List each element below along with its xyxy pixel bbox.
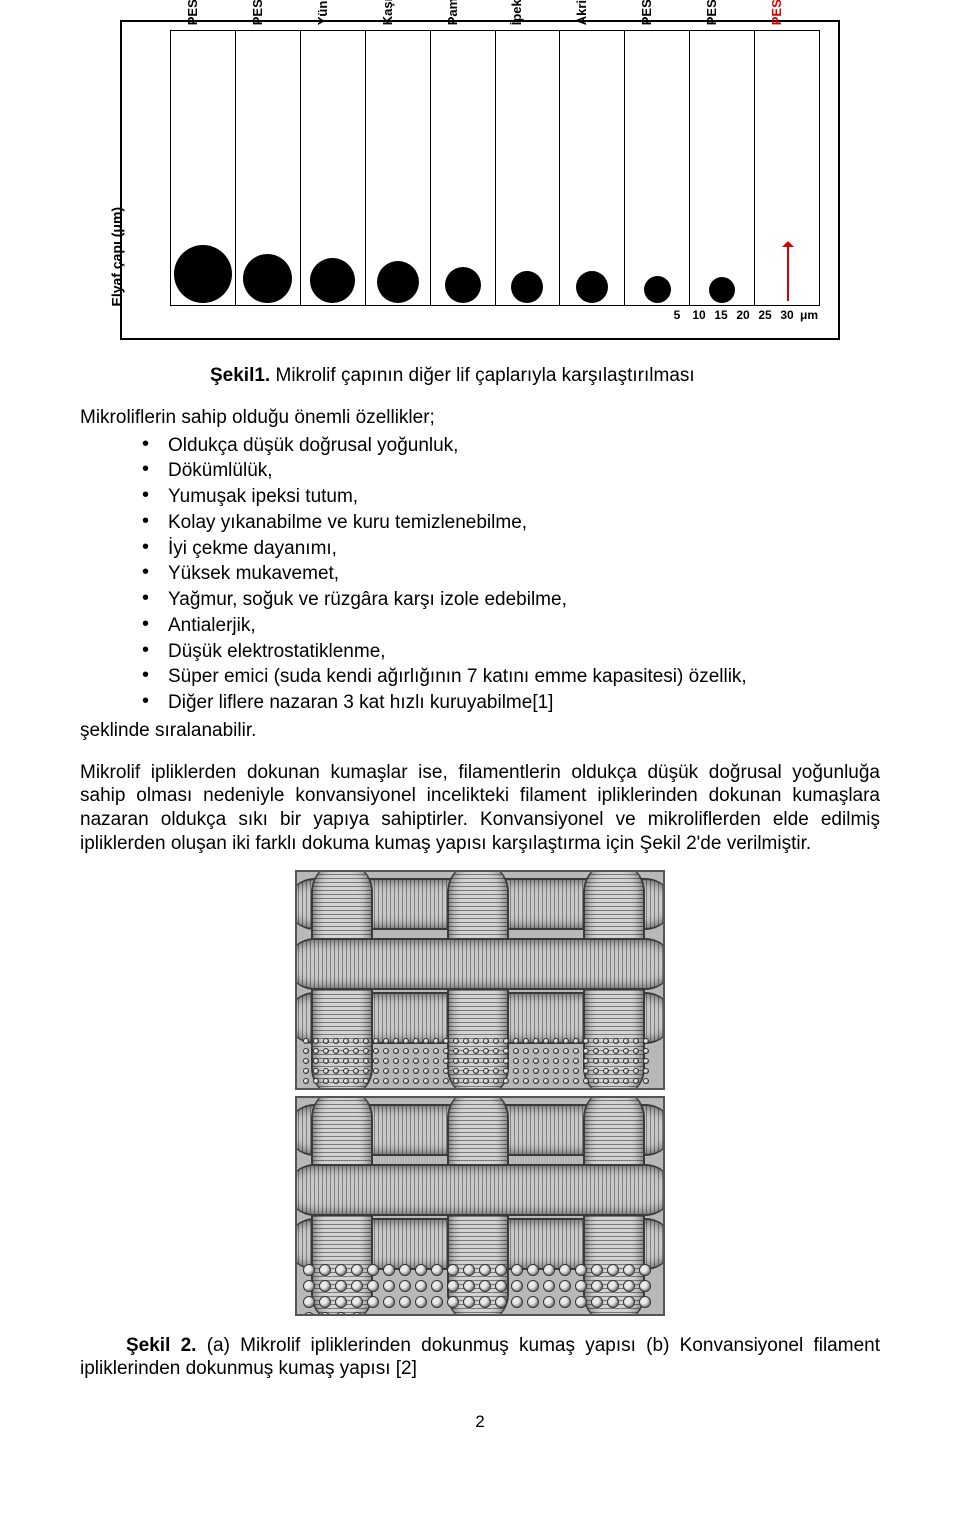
figure1-caption-text: Mikrolif çapının diğer lif çaplarıyla ka… — [270, 365, 694, 386]
fabric-panel-a: a — [295, 870, 665, 1090]
x-tick: 5 — [666, 308, 688, 330]
fiber-circle — [709, 277, 735, 303]
list-item: Kolay yıkanabilme ve kuru temizlenebilme… — [142, 511, 880, 535]
chart-slot: PES Mikrofilament (0.36 den - 6.5 μm) — [755, 30, 819, 305]
list-item: Oldukça düşük doğrusal yoğunluk, — [142, 434, 880, 458]
x-tick: 25 — [754, 308, 776, 330]
list-item: Dökümlülük, — [142, 459, 880, 483]
chart-slot: Kaşmir (16 μm) — [366, 30, 431, 305]
paragraph-2: Mikrolif ipliklerden dokunan kumaşlar is… — [80, 761, 880, 856]
fiber-circle — [310, 258, 355, 303]
arrow-icon — [787, 245, 789, 301]
list-item: Süper emici (suda kendi ağırlığının 7 ka… — [142, 665, 880, 689]
fiber-circle — [576, 271, 608, 303]
figure2-caption-text: (a) Mikrolif ipliklerinden dokunmuş kuma… — [80, 1335, 880, 1380]
chart-slot: PES kesik elyaf (3.3 den - 18.4 μm) — [236, 30, 301, 305]
list-item: Yüksek mukavemet, — [142, 562, 880, 586]
page-number: 2 — [80, 1411, 880, 1432]
chart-slot-label: Akrilik (1.2 den - 12 μm) — [574, 0, 590, 31]
list-item: Antialerjik, — [142, 614, 880, 638]
x-axis-ticks: 51015202530μm — [170, 308, 820, 330]
chart-slot: Akrilik (1.2 den - 12 μm) — [560, 30, 625, 305]
fiber-diameter-chart: Elyaf çapı (μm) PES filament (5 den - 22… — [120, 20, 840, 340]
list-item: Düşük elektrostatiklenme, — [142, 640, 880, 664]
fiber-circle — [174, 245, 232, 303]
figure1-caption: Şekil1. Mikrolif çapının diğer lif çapla… — [210, 364, 880, 388]
list-item: İyi çekme dayanımı, — [142, 537, 880, 561]
fiber-circle — [243, 254, 292, 303]
chart-slot-label: Pamuk (13.5 μm) — [444, 0, 460, 31]
cross-section-a — [297, 1034, 663, 1088]
x-tick: 15 — [710, 308, 732, 330]
chart-slot-label: PES kesik elyaf (3.3 den - 18.4 μm) — [250, 0, 266, 31]
x-tick: 20 — [732, 308, 754, 330]
y-axis-label: Elyaf çapı (μm) — [109, 206, 127, 306]
bullets-intro: Mikroliflerin sahip olduğu önemli özelli… — [80, 406, 880, 430]
list-item: Yağmur, soğuk ve rüzgâra karşı izole ede… — [142, 588, 880, 612]
chart-slot-label: PES Mikrofilament (0.36 den - 6.5 μm) — [769, 0, 785, 31]
chart-slot-label: Yün (17 μm) — [315, 0, 331, 31]
x-unit: μm — [798, 308, 820, 330]
chart-slot: Pamuk (13.5 μm) — [431, 30, 496, 305]
chart-slot-label: PES (1 den - 10.1 μm) — [639, 0, 655, 31]
chart-slot-label: Kaşmir (16 μm) — [379, 0, 395, 31]
chart-slot: İpek (12 μm) — [496, 30, 561, 305]
chart-slot-label: İpek (12 μm) — [509, 0, 525, 31]
x-tick: 10 — [688, 308, 710, 330]
figure1-caption-bold: Şekil1. — [210, 365, 270, 386]
weave-b — [297, 1098, 663, 1314]
fiber-circle — [644, 276, 671, 303]
chart-slot: PES (1 den - 10.1 μm) — [625, 30, 690, 305]
feature-bullets: Oldukça düşük doğrusal yoğunluk,Dökümlül… — [142, 434, 880, 715]
weave-a — [297, 872, 663, 1088]
fiber-circle — [511, 271, 543, 303]
chart-slots: PES filament (5 den - 22 μm)PES kesik el… — [170, 30, 820, 306]
cross-section-b — [297, 1260, 663, 1314]
figure2-caption-bold: Şekil 2. — [126, 1335, 196, 1356]
fiber-circle — [377, 261, 419, 303]
x-tick: 30 — [776, 308, 798, 330]
fabric-panel-b: b — [295, 1096, 665, 1316]
bullets-tail: şeklinde sıralanabilir. — [80, 719, 880, 743]
fiber-circle — [445, 267, 481, 303]
chart-slot-label: PES (0.95 den - 10 μm) — [704, 0, 720, 31]
chart-slot: PES (0.95 den - 10 μm) — [690, 30, 755, 305]
chart-slot-label: PES filament (5 den - 22 μm) — [185, 0, 201, 31]
chart-slot: PES filament (5 den - 22 μm) — [171, 30, 236, 305]
list-item: Diğer liflere nazaran 3 kat hızlı kuruya… — [142, 691, 880, 715]
figure2-caption: Şekil 2. (a) Mikrolif ipliklerinden doku… — [80, 1334, 880, 1382]
list-item: Yumuşak ipeksi tutum, — [142, 485, 880, 509]
chart-area: Elyaf çapı (μm) PES filament (5 den - 22… — [130, 30, 830, 330]
chart-slot: Yün (17 μm) — [301, 30, 366, 305]
fabric-comparison: a b — [295, 870, 665, 1316]
